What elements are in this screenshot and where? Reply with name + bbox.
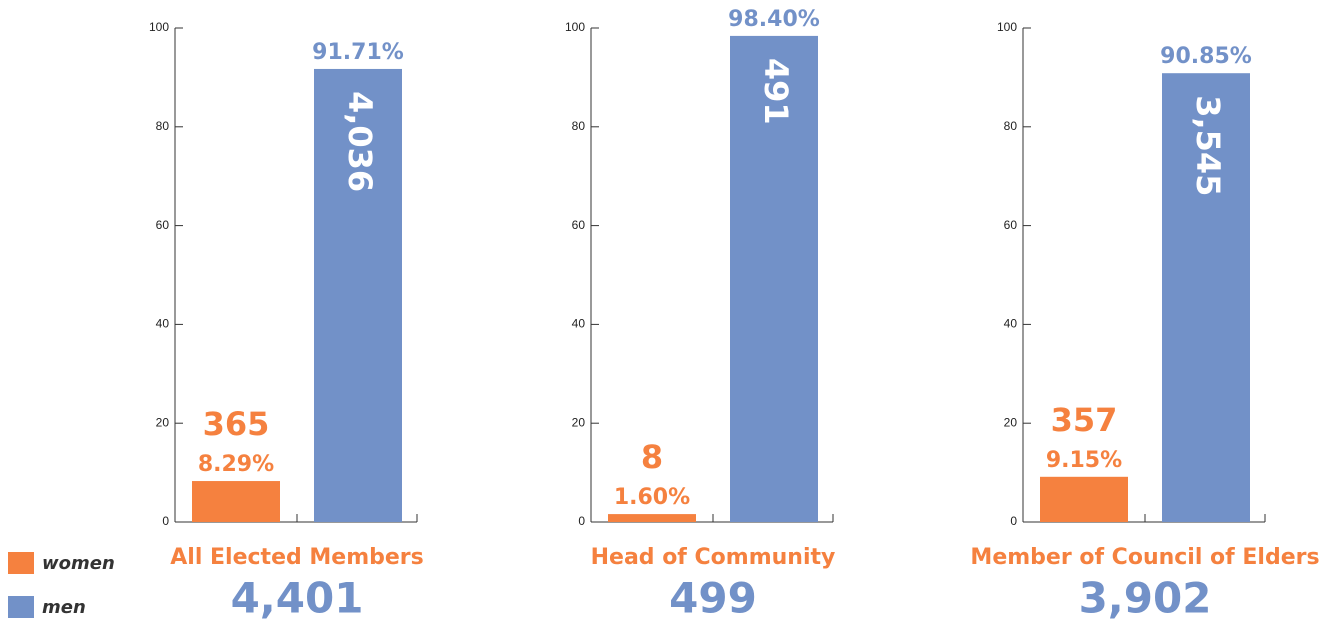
legend-label: women xyxy=(42,553,115,574)
bar xyxy=(314,68,402,522)
value-label: 1.60% xyxy=(614,485,690,510)
bar xyxy=(192,481,280,522)
value-label: 91.71% xyxy=(312,40,404,65)
value-label: 90.85% xyxy=(1160,44,1252,69)
count-label: 491 xyxy=(757,58,795,125)
y-tick-label: 100 xyxy=(997,20,1017,34)
count-label: 365 xyxy=(203,405,270,443)
y-tick-label: 80 xyxy=(156,119,170,133)
y-tick-label: 100 xyxy=(565,20,585,34)
bar xyxy=(1162,73,1250,523)
count-label: 357 xyxy=(1051,401,1118,439)
count-label: 4,036 xyxy=(341,91,379,192)
count-label: 3,545 xyxy=(1189,95,1227,196)
y-tick-label: 100 xyxy=(149,20,169,34)
y-tick-label: 60 xyxy=(156,218,170,232)
panel-title: All Elected Members xyxy=(170,545,424,570)
panel-total: 499 xyxy=(669,574,757,623)
legend-label: men xyxy=(42,597,86,618)
y-tick-label: 20 xyxy=(572,415,586,429)
y-tick-label: 40 xyxy=(1004,317,1018,331)
value-label: 8.29% xyxy=(198,452,274,477)
value-label: 98.40% xyxy=(728,7,820,32)
value-label: 9.15% xyxy=(1046,448,1122,473)
panel-title: Member of Council of Elders xyxy=(970,545,1319,570)
y-tick-label: 60 xyxy=(1004,218,1018,232)
y-tick-label: 80 xyxy=(572,119,586,133)
count-label: 8 xyxy=(641,438,663,476)
y-tick-label: 20 xyxy=(156,415,170,429)
legend-swatch xyxy=(8,596,34,618)
legend-swatch xyxy=(8,552,34,574)
y-tick-label: 0 xyxy=(1010,514,1017,528)
y-tick-label: 0 xyxy=(162,514,169,528)
y-tick-label: 0 xyxy=(578,514,585,528)
panel-total: 3,902 xyxy=(1079,574,1212,623)
bar xyxy=(730,35,818,523)
y-tick-label: 80 xyxy=(1004,119,1018,133)
y-tick-label: 20 xyxy=(1004,415,1018,429)
y-tick-label: 60 xyxy=(572,218,586,232)
bar xyxy=(1040,476,1128,522)
panel-title: Head of Community xyxy=(591,545,836,570)
y-tick-label: 40 xyxy=(572,317,586,331)
bar xyxy=(608,514,696,522)
y-tick-label: 40 xyxy=(156,317,170,331)
panel-total: 4,401 xyxy=(231,574,364,623)
